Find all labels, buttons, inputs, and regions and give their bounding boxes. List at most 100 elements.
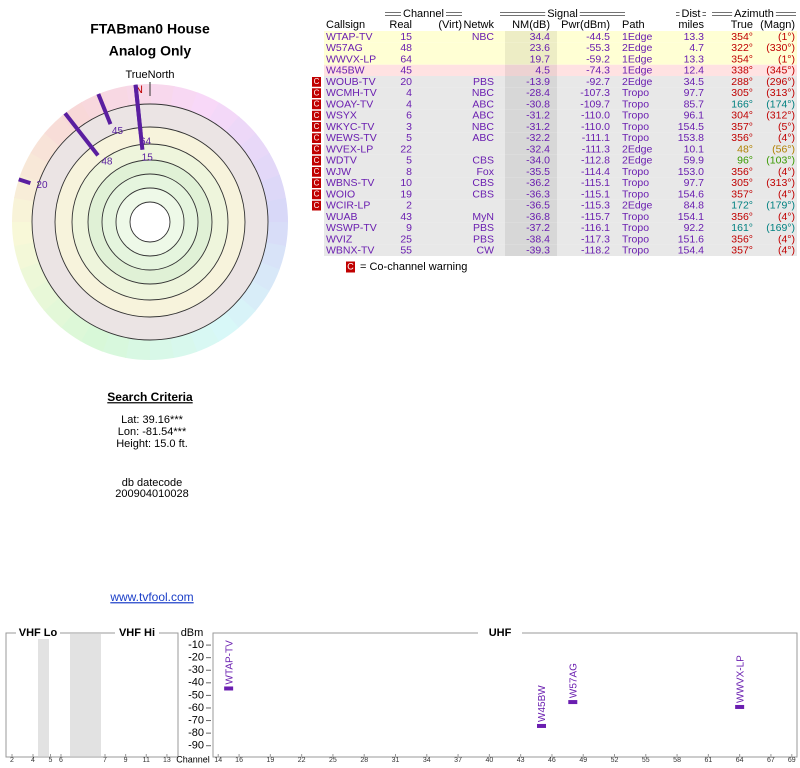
cochannel-mark: C xyxy=(314,190,320,199)
signal-shade xyxy=(505,31,557,43)
x-tick-label: 7 xyxy=(103,757,107,764)
cell-real: 64 xyxy=(400,53,412,65)
column-header: (Virt) xyxy=(438,19,462,31)
column-header: Path xyxy=(622,19,645,31)
cell-nm: -30.8 xyxy=(526,98,550,110)
x-tick-label: 61 xyxy=(704,757,712,764)
rainbow-sector xyxy=(12,196,34,222)
x-tick-label: 9 xyxy=(124,757,128,764)
cochannel-mark: C xyxy=(314,77,320,86)
cell-nm: 23.6 xyxy=(530,42,551,54)
cell-path: Tropo xyxy=(622,222,649,234)
cell-dist: 12.4 xyxy=(684,65,705,77)
signal-shade xyxy=(505,109,557,121)
cell-true: 322° xyxy=(731,42,753,54)
cell-path: Tropo xyxy=(622,211,649,223)
rainbow-sector xyxy=(150,84,176,106)
rainbow-sector xyxy=(260,174,287,203)
section-label: VHF Hi xyxy=(119,627,155,639)
signal-shade xyxy=(505,188,557,200)
cell-callsign: WTAP-TV xyxy=(326,31,372,43)
rainbow-sector xyxy=(124,338,150,360)
rainbow-sector xyxy=(208,312,239,343)
cell-callsign: WEWS-TV xyxy=(326,132,377,144)
cell-dist: 97.7 xyxy=(684,177,705,189)
cell-nm: 34.4 xyxy=(530,31,551,43)
cell-true: 304° xyxy=(731,110,753,122)
cell-dist: 4.7 xyxy=(689,42,704,54)
rainbow-sector xyxy=(29,280,60,311)
polar-plot: TrueNorth N 20 48 45 64 15 xyxy=(11,69,289,361)
rainbow-sector xyxy=(266,222,289,248)
cochannel-mark: C xyxy=(314,167,320,176)
rainbow-sector xyxy=(252,153,281,183)
cell-path: 1Edge xyxy=(622,31,653,43)
signal-shade xyxy=(505,211,557,223)
lon: Lon: -81.54*** xyxy=(118,426,187,438)
station-label: W57AG xyxy=(568,663,579,698)
cochannel-box xyxy=(312,189,321,200)
x-tick-label: 67 xyxy=(767,757,775,764)
signal-shade xyxy=(505,199,557,211)
vhf-panel xyxy=(5,632,179,758)
cell-pwr: -74.3 xyxy=(586,65,610,77)
cell-magn: (169°) xyxy=(766,222,795,234)
rainbow-sector xyxy=(260,242,286,271)
cell-true: 357° xyxy=(731,121,753,133)
cell-netwk: NBC xyxy=(472,87,495,99)
spoke-label: 45 xyxy=(112,126,124,137)
cell-true: 356° xyxy=(731,211,753,223)
x-tick-label: 69 xyxy=(788,757,796,764)
cell-callsign: WBNS-TV xyxy=(326,177,374,189)
y-axis-label: dBm xyxy=(181,627,204,639)
cell-dist: 154.6 xyxy=(678,188,704,200)
search-title: Search Criteria xyxy=(107,390,193,404)
group-header: Channel xyxy=(403,8,444,20)
cell-netwk: CBS xyxy=(472,155,494,167)
cell-pwr: -115.1 xyxy=(581,188,610,200)
rainbow-sector xyxy=(80,323,110,352)
cell-real: 22 xyxy=(400,143,412,155)
cell-true: 161° xyxy=(731,222,753,234)
cell-dist: 154.4 xyxy=(678,245,704,257)
spoke xyxy=(63,112,100,157)
cell-netwk: MyN xyxy=(472,211,494,223)
cell-true: 305° xyxy=(731,177,753,189)
x-tick-label: 37 xyxy=(454,757,462,764)
group-header: Signal xyxy=(547,8,578,20)
x-tick-label: 14 xyxy=(214,757,222,764)
cell-magn: (4°) xyxy=(778,245,795,257)
row-background xyxy=(324,64,797,76)
cell-path: Tropo xyxy=(622,132,649,144)
rainbow-sector xyxy=(11,220,34,246)
spoke-label: 48 xyxy=(101,156,113,167)
cell-magn: (313°) xyxy=(766,177,795,189)
cell-nm: 19.7 xyxy=(530,53,551,65)
spoke-label: 15 xyxy=(142,152,154,163)
x-tick-label: 2 xyxy=(10,757,14,764)
y-tick-label: -70 xyxy=(188,714,204,726)
site-link[interactable]: www.tvfool.com xyxy=(109,590,193,604)
station-table: Channel Signal Dist Azimuth Callsign Real (Vir… xyxy=(312,8,797,273)
cell-path: Tropo xyxy=(622,245,649,257)
uhf-panel xyxy=(212,632,798,758)
signal-shade xyxy=(505,143,557,155)
x-tick-label: 52 xyxy=(611,757,619,764)
y-tick-label: -80 xyxy=(188,727,204,739)
column-header: Real xyxy=(389,19,412,31)
cell-dist: 154.5 xyxy=(678,121,704,133)
cochannel-mark: C xyxy=(314,201,320,210)
datecode-label: db datecode xyxy=(122,477,183,489)
x-tick-label: 6 xyxy=(59,757,63,764)
subtitle: Analog Only xyxy=(109,43,192,59)
cell-netwk: PBS xyxy=(473,222,494,234)
cell-path: Tropo xyxy=(622,166,649,178)
cell-real: 55 xyxy=(400,245,412,257)
cell-callsign: WJW xyxy=(326,166,351,178)
rainbow-sector xyxy=(189,324,219,353)
cell-path: Tropo xyxy=(622,87,649,99)
cell-magn: (4°) xyxy=(778,132,795,144)
cell-magn: (313°) xyxy=(766,87,795,99)
height: Height: 15.0 ft. xyxy=(116,438,188,450)
cell-callsign: WBNX-TV xyxy=(326,245,374,257)
